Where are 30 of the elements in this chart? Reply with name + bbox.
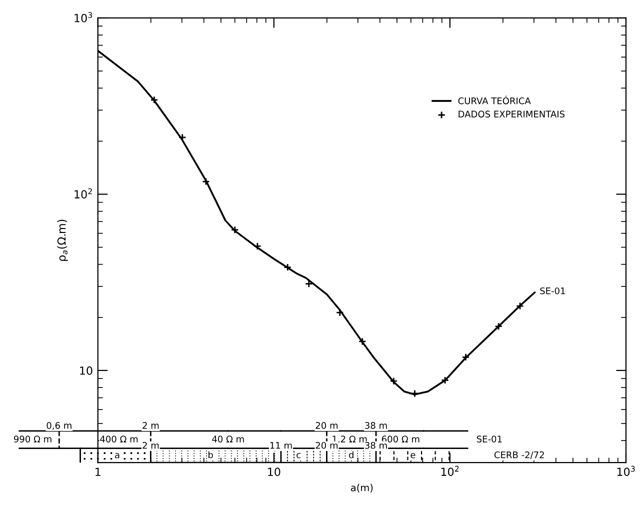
y-tick-label: 10$^{2}$	[74, 188, 92, 199]
x-tick-label: 1	[96, 468, 100, 476]
y-tick-label: 10	[80, 366, 92, 375]
legend-label: DADOS EXPERIMENTAIS	[458, 110, 565, 118]
text: 990 Ω m	[14, 436, 52, 442]
annotation: 2 m	[142, 442, 159, 449]
annotation: CERB -2/72	[494, 451, 544, 459]
annotation: 11 m	[270, 442, 292, 449]
annotation: d	[349, 451, 354, 458]
annotation: 38 m	[365, 422, 387, 429]
text: 0,6 m	[46, 422, 72, 430]
annotation: 38 m	[365, 442, 387, 449]
annotation: SE-01	[476, 436, 502, 442]
annotation: 40 Ω m	[212, 436, 244, 442]
annotation: 20 m	[316, 422, 338, 429]
x-tick-label: 10$^{2}$	[441, 466, 459, 476]
annotation: e	[410, 453, 416, 458]
annotation: 400 Ω m	[100, 436, 138, 442]
x-axis-title: a(m)	[351, 484, 373, 492]
x-tick-label: 10	[268, 468, 280, 476]
annotation: b	[208, 451, 213, 458]
y-axis-title: ρ$_{a}$(Ω.m)	[57, 220, 68, 261]
annotation: a	[115, 453, 120, 458]
legend-label: CURVA TEÓRICA	[458, 96, 531, 104]
annotation: 2 m	[142, 422, 159, 429]
annotation: c	[296, 453, 300, 458]
annotation: 20 m	[316, 442, 338, 449]
x-tick-label: 10$^{3}$	[617, 466, 635, 476]
annotation: SE-01	[540, 287, 565, 294]
y-tick-label: 10$^{3}$	[74, 12, 92, 22]
